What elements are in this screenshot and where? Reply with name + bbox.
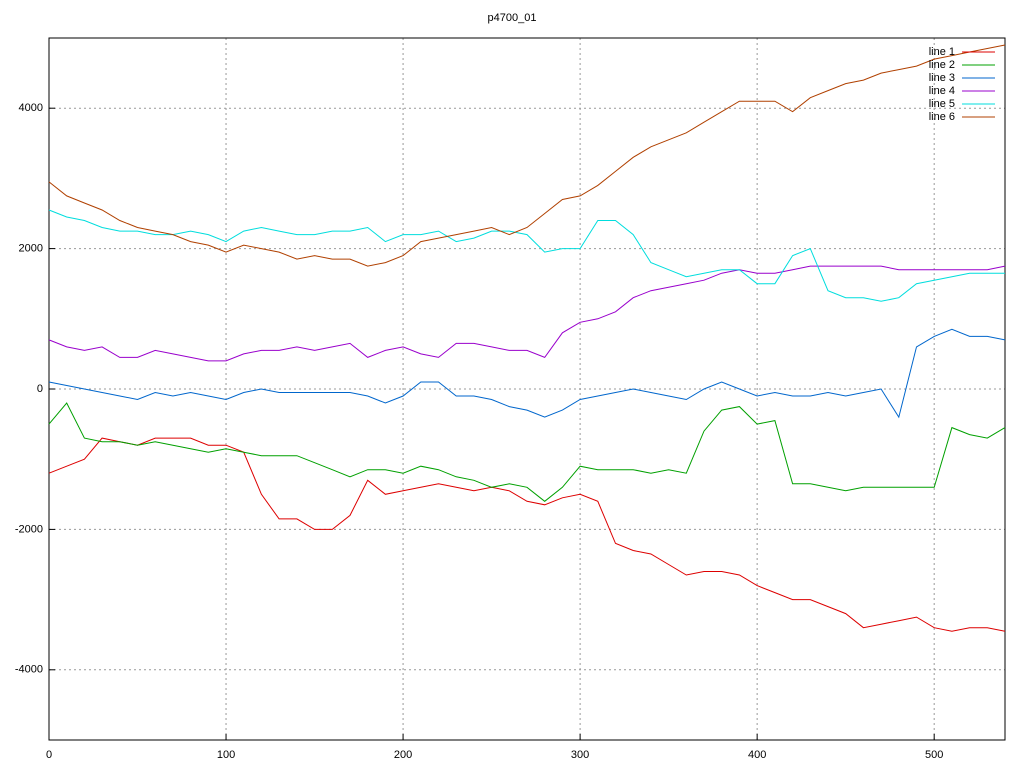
- x-tick-label: 400: [748, 749, 766, 761]
- legend-label: line 2: [929, 59, 955, 71]
- series-line: [48, 328, 1006, 419]
- x-tick-label: 0: [46, 749, 52, 761]
- y-tick-label: 2000: [19, 243, 43, 255]
- legend-label: line 3: [929, 72, 955, 84]
- y-tick-label: 0: [37, 383, 43, 395]
- series-line: [48, 402, 1006, 502]
- series-line: [48, 44, 1006, 267]
- x-tick-label: 300: [571, 749, 589, 761]
- legend-label: line 6: [929, 111, 955, 123]
- legend-label: line 1: [929, 46, 955, 58]
- x-tick-label: 200: [394, 749, 412, 761]
- series-line: [48, 265, 1006, 362]
- series-line: [48, 437, 1006, 632]
- y-tick-label: -2000: [15, 523, 43, 535]
- legend-label: line 5: [929, 98, 955, 110]
- y-tick-label: -4000: [15, 664, 43, 676]
- chart-title: p4700_01: [488, 12, 537, 24]
- series-line: [48, 209, 1005, 302]
- x-tick-label: 100: [217, 749, 235, 761]
- x-tick-label: 500: [925, 749, 943, 761]
- y-tick-label: 4000: [19, 102, 43, 114]
- legend-label: line 4: [929, 85, 955, 97]
- plot-border: [48, 37, 1006, 741]
